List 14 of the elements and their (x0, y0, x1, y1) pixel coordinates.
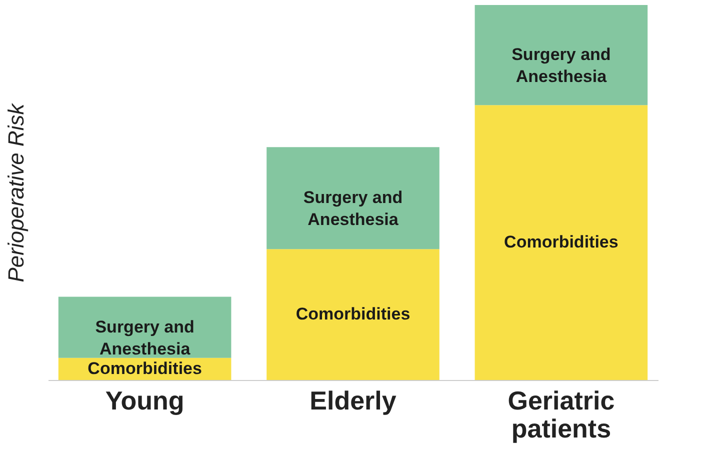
annotation: Comorbidities (88, 358, 202, 378)
bar (266, 147, 440, 250)
bar (474, 5, 648, 106)
annotation: Surgery and Anesthesia (95, 317, 194, 358)
x-tick-label: Young (105, 386, 184, 416)
bar (266, 249, 440, 380)
y-axis-title: Perioperative Risk (4, 102, 28, 282)
annotation: Comorbidities (296, 304, 410, 324)
annotation: Surgery and Anesthesia (512, 45, 611, 86)
annotation: Surgery and Anesthesia (303, 188, 403, 230)
annotation: Comorbidities (504, 232, 618, 252)
bar (474, 105, 648, 380)
x-tick-label: Geriatric patients (508, 386, 615, 444)
x-tick-label: Elderly (310, 386, 397, 416)
